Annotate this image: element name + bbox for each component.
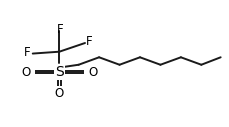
Text: F: F [57, 23, 63, 36]
Text: O: O [55, 87, 64, 100]
Text: S: S [55, 65, 63, 79]
Text: O: O [88, 66, 98, 79]
Text: F: F [24, 46, 31, 59]
Text: O: O [22, 66, 31, 79]
Text: F: F [85, 35, 92, 48]
